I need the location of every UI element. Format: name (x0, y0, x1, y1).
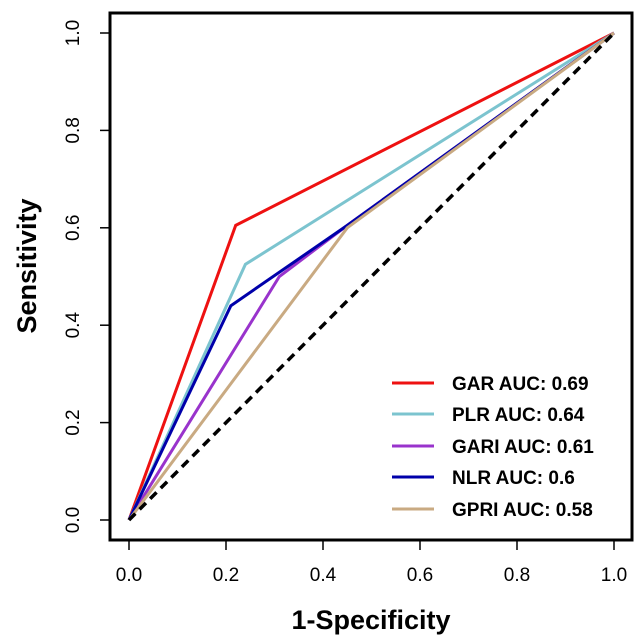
legend-entry: GARI AUC: 0.61 (452, 437, 594, 458)
y-axis-title: Sensitivity (12, 198, 42, 333)
y-tick-label: 0.4 (63, 312, 84, 339)
y-tick-label: 0.2 (63, 409, 84, 435)
x-tick-label: 0.6 (407, 565, 433, 586)
y-axis: 0.0 0.2 0.4 0.6 0.8 1.0 (63, 20, 110, 533)
series-line-0 (127, 31, 615, 521)
plot-frame (108, 11, 634, 542)
series-line-4 (127, 31, 615, 521)
series-line-1 (127, 31, 615, 521)
series-layer (127, 31, 615, 521)
y-tick-label: 0.6 (63, 215, 84, 241)
x-tick-label: 0.8 (504, 565, 530, 586)
x-tick-label: 0.0 (116, 565, 142, 586)
x-axis: 0.0 0.2 0.4 0.6 0.8 1.0 (116, 540, 627, 586)
reference-diagonal (127, 31, 616, 522)
x-tick-label: 0.4 (310, 565, 337, 586)
legend-entry: GAR AUC: 0.69 (452, 374, 589, 395)
x-tick-label: 1.0 (601, 565, 627, 586)
y-tick-label: 1.0 (63, 20, 84, 46)
reference-layer (127, 31, 616, 522)
y-tick-label: 0.0 (63, 507, 84, 533)
y-tick-label: 0.8 (63, 117, 84, 143)
x-axis-title: 1-Specificity (291, 605, 450, 635)
legend-entry: PLR AUC: 0.64 (452, 405, 585, 426)
legend: GAR AUC: 0.69 PLR AUC: 0.64 GARI AUC: 0.61… (392, 374, 594, 521)
x-tick-label: 0.2 (213, 565, 239, 586)
legend-entry: NLR AUC: 0.6 (452, 468, 575, 489)
legend-entry: GPRI AUC: 0.58 (452, 500, 593, 521)
